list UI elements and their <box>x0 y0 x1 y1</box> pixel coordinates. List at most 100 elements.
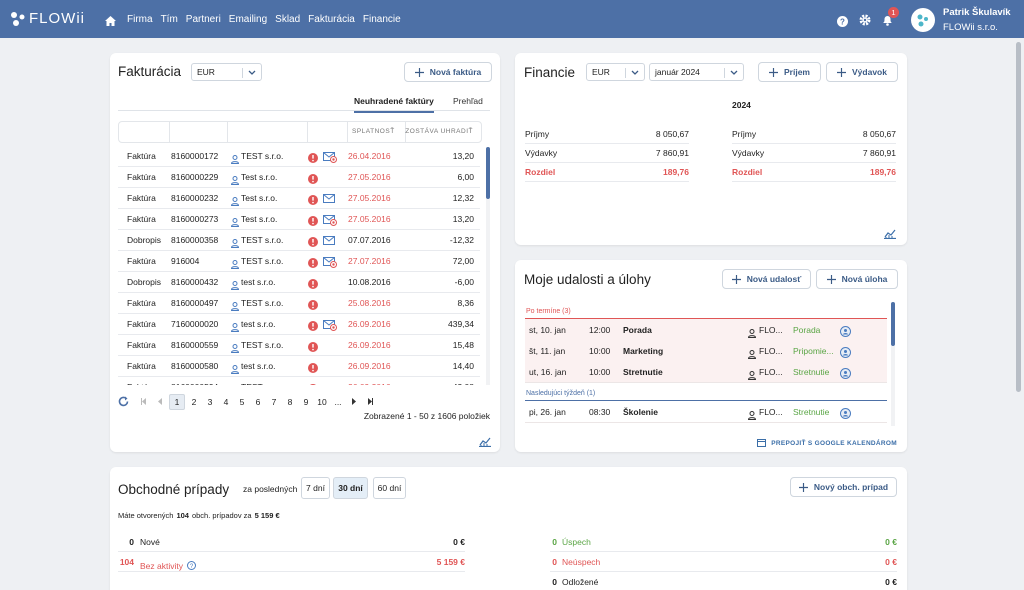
range-button[interactable]: 7 dní <box>301 477 330 499</box>
mail-icon <box>323 192 337 210</box>
invoice-row[interactable]: Dobropis 8160000358 TEST s.r.o. 07.07.2016 -… <box>118 229 480 251</box>
invoice-number: 7160000020 <box>171 319 219 329</box>
invoice-row[interactable]: Faktúra 8160000232 Test s.r.o. 27.05.2016 12… <box>118 187 480 209</box>
menu-item[interactable]: Tím <box>160 14 178 25</box>
case-label-text: Odložené <box>562 577 599 587</box>
row-line <box>550 571 897 572</box>
page-link[interactable]: ... <box>334 397 342 407</box>
settings-icon[interactable] <box>859 13 871 31</box>
finance-label: Príjmy <box>525 129 550 139</box>
event-status-icon <box>840 345 851 363</box>
new-case-button[interactable]: Nový obch. prípad <box>790 477 897 497</box>
pager-first[interactable] <box>137 397 151 407</box>
pager-next[interactable] <box>347 397 361 407</box>
menu-item[interactable]: Emailing <box>228 14 268 25</box>
menu-item[interactable]: Firma <box>127 14 153 25</box>
income-button[interactable]: Príjem <box>758 62 821 82</box>
invoice-row[interactable]: Faktúra 8160000172 TEST s.r.o. 26.04.2016 13… <box>118 145 480 167</box>
group-label: Po termíne (3) <box>526 308 571 315</box>
pager-last[interactable] <box>363 397 377 407</box>
new-invoice-button[interactable]: Nová faktúra <box>404 62 492 82</box>
invoice-row[interactable]: Faktúra 8160000497 TEST s.r.o. 25.08.2016 8,… <box>118 292 480 314</box>
pager-prev[interactable] <box>153 397 167 407</box>
event-row[interactable]: št, 11. jan 10:00 Marketing FLO... Pripomie.… <box>525 340 887 362</box>
event-scrollbar <box>891 302 895 346</box>
currency-select[interactable]: EUR <box>191 63 262 81</box>
invoice-number: 916004 <box>171 256 200 266</box>
menu-item[interactable]: Partneri <box>185 14 221 25</box>
google-calendar-link[interactable]: PREPOJIŤ S GOOGLE KALENDÁROM <box>757 434 897 452</box>
event-title: Porada <box>623 325 652 335</box>
event-row[interactable]: pi, 26. jan 08:30 Školenie FLO... Stretnutie <box>525 401 887 423</box>
page-link[interactable]: 6 <box>255 397 261 407</box>
header-divider <box>227 122 228 142</box>
period-select[interactable]: január 2024 <box>649 63 744 81</box>
new-event-button[interactable]: Nová udalosť <box>722 269 811 289</box>
finance-label: Výdavky <box>525 148 558 158</box>
case-value: 0 € <box>453 537 465 547</box>
page-link[interactable]: 5 <box>239 397 245 407</box>
refresh-icon[interactable] <box>118 396 129 409</box>
menu-item[interactable]: Sklad <box>275 14 301 25</box>
alert-icon <box>308 276 318 294</box>
invoice-row[interactable]: Dobropis 8160000432 test s.r.o. 10.08.2016 -… <box>118 271 480 293</box>
event-title: Stretnutie <box>623 367 663 377</box>
page-link[interactable]: 3 <box>207 397 213 407</box>
invoice-due: 25.08.2016 <box>348 298 391 308</box>
group-line <box>525 400 887 401</box>
page-link[interactable]: 8 <box>287 397 293 407</box>
summary-middle: obch. prípadov za <box>191 511 252 520</box>
invoice-row[interactable]: Faktúra 8160000580 test s.r.o. 26.09.2016 14… <box>118 355 480 377</box>
invoice-row[interactable]: Faktúra 8160000273 Test s.r.o. 27.05.2016 13… <box>118 208 480 230</box>
invoice-row[interactable]: Faktúra 7160000020 test s.r.o. 26.09.2016 43… <box>118 313 480 335</box>
finance-value: 8 050,67 <box>655 129 689 139</box>
tab[interactable]: Prehľad <box>453 96 483 106</box>
chart-icon <box>884 226 896 244</box>
event-title: Marketing <box>623 346 664 356</box>
invoice-row[interactable]: Faktúra 8160000594 TEST s.r.o. 26.09.2016 43… <box>118 376 480 385</box>
event-owner: FLO... <box>759 407 783 417</box>
header-divider <box>169 122 170 142</box>
event-day: pi, 26. jan <box>529 407 566 417</box>
range-button[interactable]: 30 dní <box>333 477 368 499</box>
invoice-row[interactable]: Faktúra 916004 TEST s.r.o. 27.07.2016 72,00 <box>118 250 480 272</box>
link-label: PREPOJIŤ S GOOGLE KALENDÁROM <box>771 439 897 447</box>
new-case-button-label: Nový obch. prípad <box>813 482 889 492</box>
invoice-number: 8160000172 <box>171 151 219 161</box>
invoice-partner: Test s.r.o. <box>241 172 278 182</box>
tab[interactable]: Neuhradené faktúry <box>354 96 434 113</box>
header-divider <box>307 122 308 142</box>
partner-icon <box>230 319 240 337</box>
event-row[interactable]: st, 10. jan 12:00 Porada FLO... Porada <box>525 319 887 341</box>
page-link[interactable]: 2 <box>191 397 197 407</box>
expense-button[interactable]: Výdavok <box>826 62 898 82</box>
finance-label: Rozdiel <box>525 167 556 177</box>
invoice-row[interactable]: Faktúra 8160000559 TEST s.r.o. 26.09.2016 15… <box>118 334 480 356</box>
page-link[interactable]: 7 <box>271 397 277 407</box>
finance-label: Príjmy <box>732 129 757 139</box>
period-select-value: január 2024 <box>655 67 700 77</box>
event-owner: FLO... <box>759 367 783 377</box>
invoice-due: 27.05.2016 <box>348 214 391 224</box>
event-list: Po termíne (3) st, 10. jan 12:00 Porada FLO.… <box>525 302 889 426</box>
events-panel: Moje udalosti a úlohy Nová udalosť Nová úl… <box>515 260 907 452</box>
currency-select[interactable]: EUR <box>586 63 645 81</box>
range-button[interactable]: 60 dní <box>373 477 406 499</box>
row-line <box>525 162 689 163</box>
menu-item[interactable]: Fakturácia <box>308 14 355 25</box>
bell-icon[interactable] <box>882 13 893 31</box>
invoice-row[interactable]: Faktúra 8160000229 Test s.r.o. 27.05.2016 6,… <box>118 166 480 188</box>
reminder-icon <box>323 318 337 336</box>
new-task-button[interactable]: Nová úloha <box>816 269 898 289</box>
page-link[interactable]: 9 <box>303 397 309 407</box>
invoice-amount: 15,48 <box>452 340 474 350</box>
finance-value: 8 050,67 <box>862 129 896 139</box>
event-row[interactable]: ut, 16. jan 10:00 Stretnutie FLO... Stretnut… <box>525 361 887 383</box>
page-link[interactable]: 1 <box>169 394 185 410</box>
help-icon[interactable]: ? <box>837 14 848 32</box>
page-link[interactable]: 10 <box>317 397 327 407</box>
alert-icon <box>308 213 318 231</box>
menu-item[interactable]: Financie <box>362 14 401 25</box>
page-link[interactable]: 4 <box>223 397 229 407</box>
invoice-amount: 439,34 <box>448 319 474 329</box>
